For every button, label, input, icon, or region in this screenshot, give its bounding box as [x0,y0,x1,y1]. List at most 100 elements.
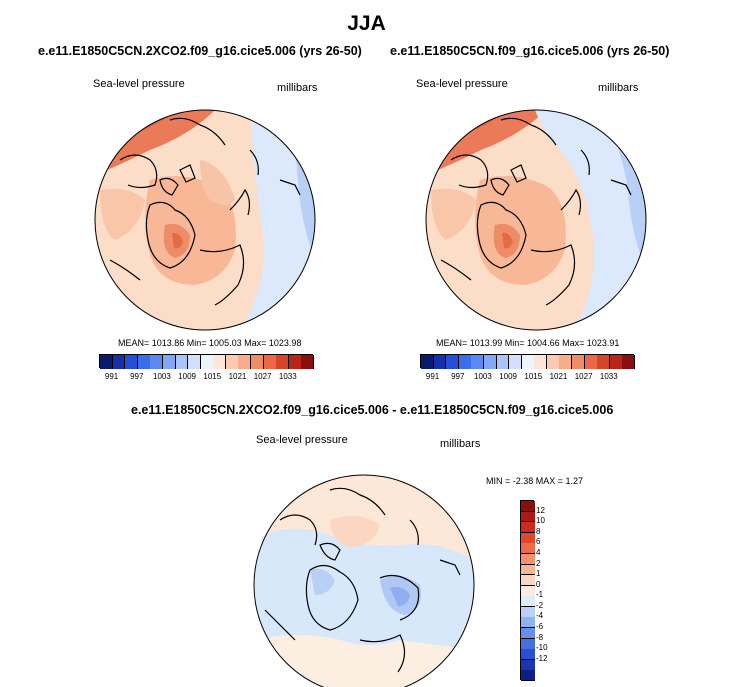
panel-3-stats: MIN = -2.38 MAX = 1.27 [486,476,584,486]
panel-2-colorbar-ticks: 991 997 1003 1009 1015 1021 1027 1033 [420,372,634,382]
panel-3-colorbar-swatch [521,617,535,629]
panel-2-colorbar-swatch [446,355,460,369]
panel-3-colorbar-tick-label: 2 [536,558,541,568]
panel-1-colorbar-swatch [162,355,176,369]
panel-2-colorbar-swatch [483,355,497,369]
panel-3-colorbar-tick-label: 8 [536,526,541,536]
panel-3-colorbar-tick-label: 1 [536,569,541,579]
panel-1-colorbar-swatch [225,355,239,369]
panel-1-stats: MEAN= 1013.86 Min= 1005.03 Max= 1023.98 [118,338,302,348]
panel-1-colorbar-swatch [288,355,302,369]
panel-2-colorbar-swatch [458,355,472,369]
panel-1-colorbar-tick-label: 997 [130,372,144,381]
panel-3-colorbar-swatch [521,659,535,671]
panel-3-colorbar-tick-label: 0 [536,579,541,589]
panel-1-colorbar-tick-label: 1027 [253,372,272,381]
panel-3-colorbar-swatch [521,638,535,650]
panel-3-colorbar-tick-label: -4 [536,611,544,621]
panel-2-colorbar-tick-label: 1021 [549,372,568,381]
panel-2-run-title: e.e11.E1850C5CN.f09_g16.cice5.006 (yrs 2… [390,44,670,58]
panel-2-colorbar-swatch [521,355,535,369]
panel-1-colorbar-swatch [263,355,277,369]
panel-3-colorbar-swatch [521,649,535,661]
panel-3-colorbar-tick-label: -8 [536,632,544,642]
panel-1-colorbar-tick-label: 1015 [203,372,222,381]
panel-2-colorbar-tick-label: 1033 [599,372,618,381]
panel-1-colorbar-swatch [238,355,252,369]
panel-1-colorbar-swatch [125,355,139,369]
panel-1-colorbar-swatch [188,355,201,369]
panel-3-colorbar-tick-label: 10 [536,516,545,526]
panel-3-colorbar-tick-label: 6 [536,537,541,547]
panel-3-colorbar [520,500,535,682]
panel-2-pressure-field [426,110,646,330]
panel-3-colorbar-swatch [521,543,535,555]
panel-2-variable-label: Sea-level pressure [416,78,508,90]
panel-2-stats: MEAN= 1013.99 Min= 1004.66 Max= 1023.91 [436,338,620,348]
panel-3-colorbar-swatch [521,628,535,639]
panel-1-colorbar-swatch [175,355,189,369]
panel-3-variable-label: Sea-level pressure [256,434,348,446]
panel-3-colorbar-tick-label: 12 [536,505,545,515]
panel-3-colorbar-swatch [521,575,535,586]
panel-2-units-label: millibars [598,82,639,94]
panel-1-colorbar-swatch [301,355,315,369]
panel-3-colorbar-tick-label: 4 [536,547,541,557]
panel-1-colorbar-swatch [251,355,264,369]
panel-1-map-border [94,109,316,331]
panel-1-colorbar-tick-label: 991 [104,372,119,381]
panel-3-colorbar-tick-label: -10 [536,643,548,653]
panel-1-colorbar-swatch [213,355,227,369]
panel-2-colorbar-swatch [509,355,522,369]
panel-1-colorbar-swatch [137,355,151,369]
panel-1-colorbar-ticks: 991 997 1003 1009 1015 1021 1027 1033 [99,372,313,382]
panel-2-colorbar-swatch [421,355,434,369]
panel-2-colorbar-swatch [471,355,485,369]
panel-3-colorbar-tick-label: -2 [536,600,544,610]
panel-3-colorbar-swatch [521,553,535,565]
panel-3-colorbar-swatch [521,511,535,523]
panel-2-colorbar-tick-label: 1027 [574,372,593,381]
panel-1-colorbar-tick-label: 1021 [228,372,247,381]
panel-3-colorbar-swatch [521,564,535,576]
panel-1-colorbar-tick-label: 1033 [278,372,297,381]
panel-3-map-border [253,474,475,687]
panel-2-colorbar-swatch [559,355,573,369]
panel-3-units-label: millibars [440,438,481,450]
panel-3-colorbar-tick-label: -1 [536,590,544,600]
panel-1-run-title: e.e11.E1850C5CN.2XCO2.f09_g16.cice5.006 … [38,44,362,58]
panel-2-colorbar-swatch [622,355,636,369]
panel-2-colorbar [420,354,636,369]
panel-2-colorbar-tick-label: 1003 [474,372,492,381]
panel-1-coastlines [109,117,301,306]
panel-3-colorbar-tick-label: -6 [536,622,544,632]
panel-3-run-title: e.e11.E1850C5CN.2XCO2.f09_g16.cice5.006 … [131,403,614,417]
panel-1-colorbar-swatch [150,355,164,369]
panel-1-pressure-field [95,110,315,330]
panel-2-colorbar-swatch [597,355,611,369]
panel-1-colorbar-swatch [200,355,214,369]
panel-2-colorbar-tick-label: 1015 [524,372,543,381]
panel-1-colorbar-tick-label: 1009 [178,372,196,381]
panel-2-colorbar-swatch [496,355,510,369]
panel-1-colorbar [99,354,315,369]
panel-3-coastlines [264,487,461,673]
panel-2-colorbar-swatch [572,355,585,369]
panel-1-colorbar-swatch [112,355,126,369]
panel-3-colorbar-swatch [521,585,535,597]
panel-2-coastlines [440,117,632,306]
panel-2-colorbar-swatch [433,355,447,369]
panel-2-colorbar-swatch [584,355,598,369]
panel-3-colorbar-tick-label: -12 [536,653,548,663]
panel-1-colorbar-swatch [276,355,290,369]
panel-1-units-label: millibars [277,82,318,94]
page-title: JJA [347,12,386,35]
panel-1-colorbar-swatch [100,355,113,369]
panel-3-colorbar-ticks: 12 10 8 6 4 2 1 0 -1 -2 -4 -6 -8 -10 -12 [536,500,564,680]
panel-3-colorbar-swatch [521,596,535,608]
panel-3-colorbar-swatch [521,522,535,534]
panel-2-colorbar-tick-label: 997 [451,372,465,381]
panel-3-colorbar-swatch [521,501,535,512]
panel-2-map-border [425,109,647,331]
